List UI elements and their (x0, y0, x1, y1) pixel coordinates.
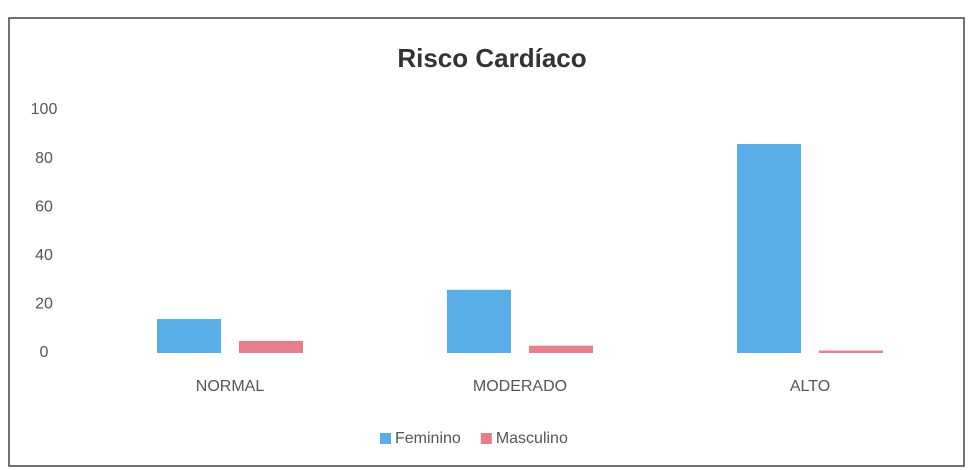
chart-title: Risco Cardíaco (397, 43, 586, 73)
bar (239, 340, 303, 353)
y-tick-label: 100 (31, 101, 58, 118)
x-tick-label: NORMAL (196, 378, 265, 395)
legend-label: Masculino (496, 430, 568, 447)
y-tick-label: 0 (40, 344, 49, 361)
chart-border (8, 17, 965, 467)
legend-swatch (480, 433, 492, 444)
y-tick-label: 40 (35, 247, 53, 264)
bar (819, 350, 883, 353)
bar (737, 144, 801, 353)
legend-swatch (380, 433, 391, 444)
bar (157, 318, 221, 353)
y-tick-label: 60 (35, 198, 53, 215)
bar (529, 345, 593, 353)
y-tick-label: 20 (35, 296, 53, 313)
y-tick-label: 80 (35, 150, 53, 167)
legend-label: Feminino (395, 430, 461, 447)
bar (447, 289, 511, 353)
x-tick-label: MODERADO (473, 378, 567, 395)
x-tick-label: ALTO (790, 378, 830, 395)
